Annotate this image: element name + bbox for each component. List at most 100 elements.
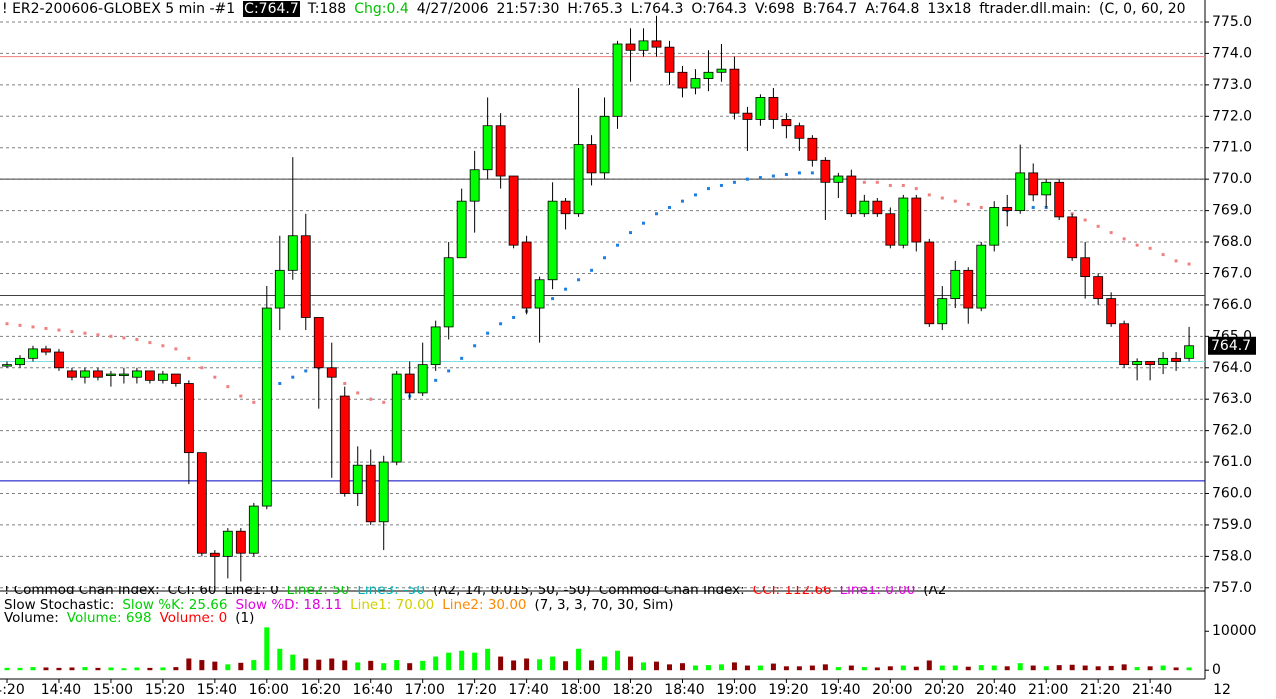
candle-body [911,197,922,243]
overlay-dot [460,356,464,360]
overlay-dot [161,344,165,348]
volume-bar [459,650,465,671]
legend-text: Slow Stochastic: [4,597,115,613]
y-tick-label: 768.0 [1212,234,1252,250]
overlay-dot [875,180,879,184]
candle-body [534,279,545,309]
overlay-dot [629,231,633,235]
overlay-dot [616,243,620,247]
candle-body [599,115,610,174]
x-tick-label: 21:40 [1132,682,1172,698]
volume-bar [498,656,504,671]
overlay-dot [758,176,762,180]
volume-bar [160,667,166,671]
volume-bar [861,667,867,671]
overlay-dot [706,187,710,191]
volume-bar [212,661,218,671]
overlay-dot [44,326,48,330]
legend-text: C:764.7 [243,1,300,17]
volume-bar [822,664,828,671]
candle-body [768,97,779,120]
volume-bar [731,662,737,671]
overlay-dot [70,330,74,334]
candle-body [703,71,714,79]
overlay-dot [122,336,126,340]
volume-bar [199,660,205,671]
legend-text: Commod Chan Index: [598,586,745,598]
overlay-dot [551,297,555,301]
y-tick-label: 762.0 [1212,423,1252,439]
legend-text: Volume: [4,610,59,626]
volume-bar [446,652,452,671]
overlay-dot [862,180,866,184]
overlay-dot [1161,253,1165,257]
volume-bar [1030,665,1036,671]
x-tick-label: 19:20 [768,682,808,698]
candle-body [742,112,753,120]
volume-bar [628,656,634,671]
candle-body [898,197,909,246]
candle-body [248,505,259,554]
y-tick-label: 773.0 [1212,77,1252,93]
overlay-dot [239,394,243,398]
volume-bar [1108,665,1114,671]
overlay-dot [57,328,61,332]
overlay-dot [200,366,204,370]
candle-body [937,298,948,325]
legend-text: Volume: 0 [159,610,228,626]
volume-bar [1004,666,1010,671]
volume-bar [1082,665,1088,671]
overlay-dot [382,400,386,404]
overlay-dot [1122,237,1126,241]
candle-body [404,373,415,394]
volume-bar [56,667,62,671]
volume-bar [783,666,789,671]
x-tick-label: 12 [1213,682,1231,698]
volume-bar [550,656,556,671]
overlay-dot [1083,218,1087,222]
legend-text: A:764.8 [865,1,920,17]
overlay-dot [1096,224,1100,228]
legend-text: Line1: 70.00 [350,597,435,613]
legend-text: H:765.3 [567,1,623,17]
overlay-dot [901,183,905,187]
candle-body [1171,357,1181,362]
legend-text: Line2: 50 [286,586,350,598]
candle-body [651,40,662,48]
candle-body [716,68,727,73]
volume-bar [641,662,647,671]
legend-text: ftrader.dll.main: [979,1,1092,17]
volume-bar [368,660,374,671]
candle-body [1002,207,1013,212]
overlay-dot [680,199,684,203]
candle-body [274,269,285,309]
candle-body [547,200,558,281]
y-tick-label: 774.0 [1212,45,1252,61]
candle-body [690,78,701,89]
overlay-dot [1187,262,1191,266]
candle-body [846,175,857,215]
volume-bar [1017,663,1023,671]
candle-body [495,125,506,177]
candle-body [235,530,246,554]
y-tick-label: 770.0 [1212,171,1252,187]
volume-bar [705,665,711,671]
volume-bar [1173,667,1179,671]
x-tick-label: 15:00 [93,682,133,698]
volume-bar [238,662,244,671]
overlay-dot [369,397,373,401]
overlay-dot [810,171,814,175]
volume-bar [342,660,348,671]
overlay-dot [18,323,22,327]
volume-bar [394,660,400,671]
candle-body [820,159,831,183]
header: ! ER2-200606-GLOBEX 5 min -#1 C:764.7 T:18… [2,1,1194,17]
candle-body [313,317,324,369]
overlay-dot [226,385,230,389]
x-tick-label: 4:20 [0,682,25,698]
cci-legend: ! Commod Chan Index: CCI: 60 Line1: 0 Line2… [4,586,954,598]
volume-bar [121,668,127,671]
overlay-dot [213,375,217,379]
volume-bar [679,663,685,671]
volume-bar [874,667,880,671]
